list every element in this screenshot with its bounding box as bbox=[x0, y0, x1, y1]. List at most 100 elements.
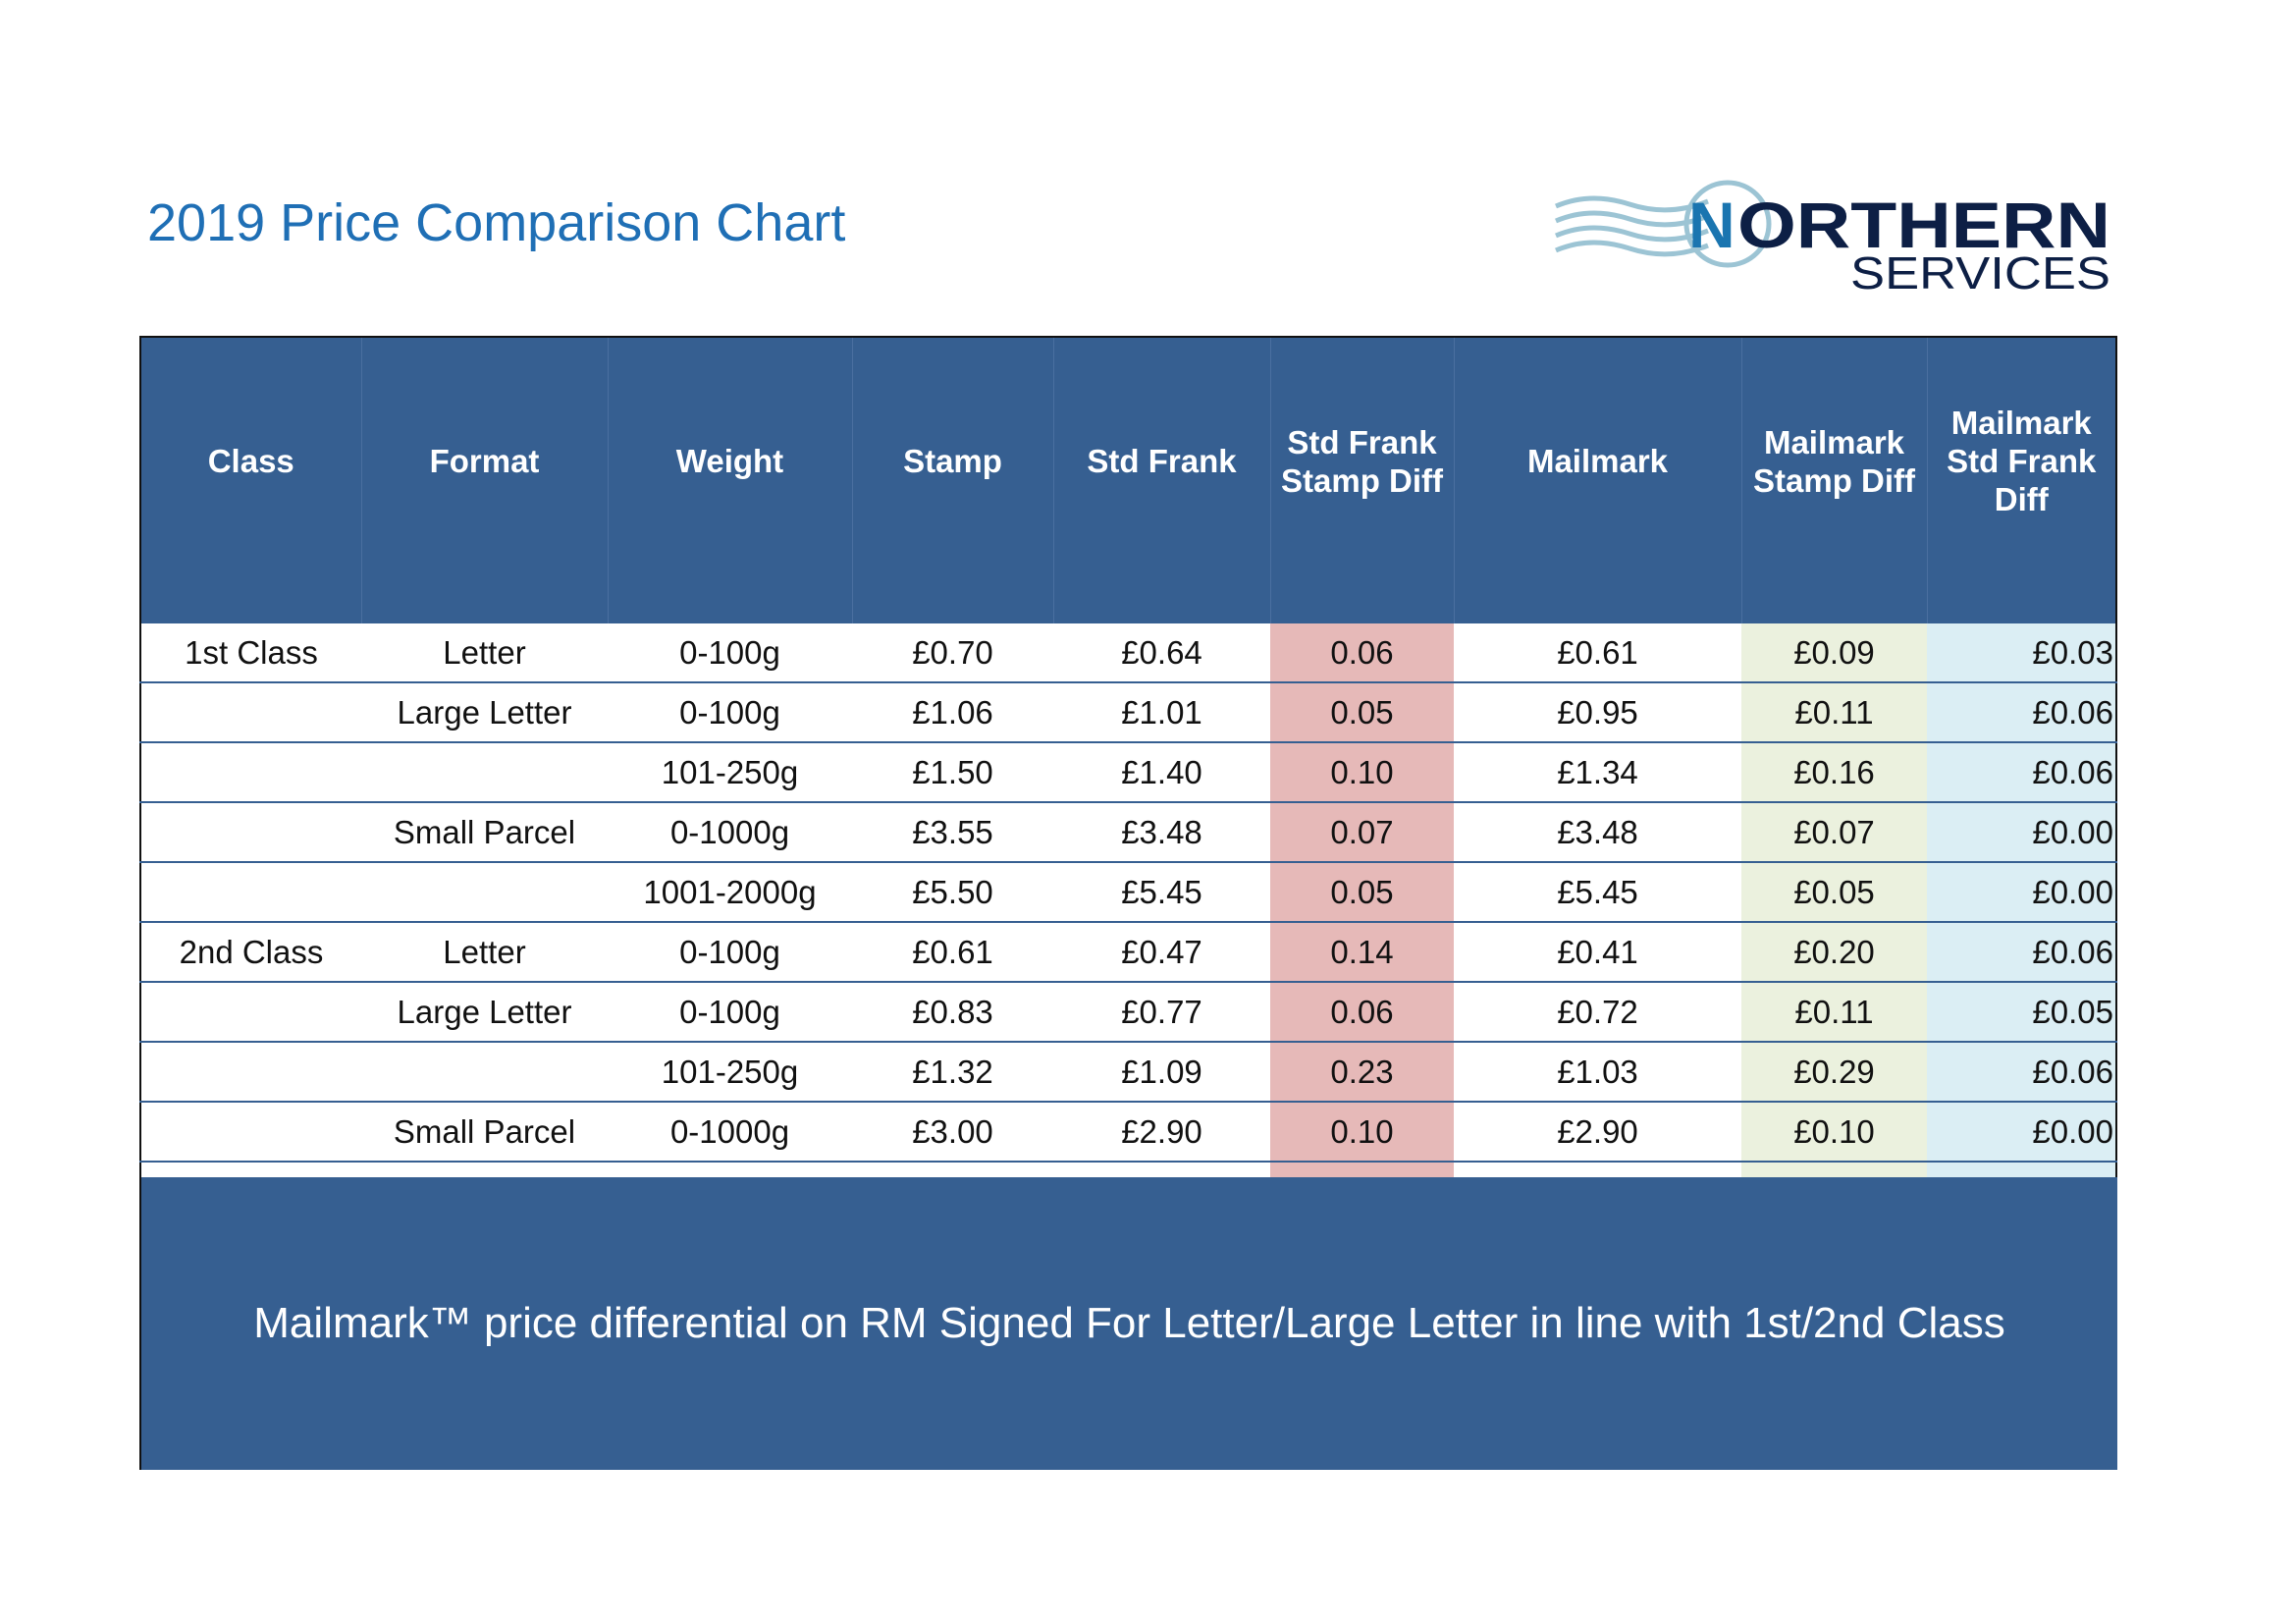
cell-std-frank-stamp-diff: 0.10 bbox=[1270, 742, 1454, 803]
cell-mailmark-std-frank-diff: £0.00 bbox=[1927, 802, 2116, 863]
svg-text:ORTHERN: ORTHERN bbox=[1737, 189, 2110, 261]
table-row: 101-250g £1.32 £1.09 0.23 £1.03 £0.29 £0.06 bbox=[140, 1042, 2116, 1103]
cell-weight: 0-100g bbox=[608, 982, 852, 1043]
cell-class bbox=[140, 682, 361, 743]
cell-std-frank: £5.45 bbox=[1053, 862, 1270, 923]
footer-note: Mailmark™ price differential on RM Signe… bbox=[253, 1299, 2005, 1347]
column-header-std-frank-stamp-diff: Std Frank Stamp Diff bbox=[1270, 337, 1455, 623]
cell-mailmark-std-frank-diff: £0.06 bbox=[1927, 682, 2116, 743]
cell-std-frank: £1.01 bbox=[1053, 682, 1270, 743]
cell-class bbox=[140, 862, 361, 923]
cell-mailmark-std-frank-diff: £0.06 bbox=[1927, 1042, 2116, 1103]
cell-weight: 0-1000g bbox=[608, 1102, 852, 1163]
cell-mailmark-std-frank-diff: £0.06 bbox=[1927, 742, 2116, 803]
cell-std-frank: £0.64 bbox=[1053, 623, 1270, 683]
column-header-std-frank: Std Frank bbox=[1053, 337, 1271, 623]
cell-mailmark-std-frank-diff: £0.06 bbox=[1927, 922, 2116, 983]
cell-mailmark: £1.03 bbox=[1454, 1042, 1741, 1103]
price-comparison-table: Class Format Weight Stamp Std Frank Std Frank… bbox=[139, 336, 2117, 1222]
cell-class bbox=[140, 742, 361, 803]
cell-std-frank: £0.47 bbox=[1053, 922, 1270, 983]
table-row: 1st Class Letter 0-100g £0.70 £0.64 0.06 £0.61… bbox=[140, 623, 2116, 683]
cell-mailmark-stamp-diff: £0.10 bbox=[1741, 1102, 1927, 1163]
table-row: 101-250g £1.50 £1.40 0.10 £1.34 £0.16 £0.06 bbox=[140, 742, 2116, 803]
cell-mailmark: £2.90 bbox=[1454, 1102, 1741, 1163]
table-row: Small Parcel 0-1000g £3.00 £2.90 0.10 £2.90 £0… bbox=[140, 1102, 2116, 1163]
table-row: Large Letter 0-100g £0.83 £0.77 0.06 £0.72 £0.… bbox=[140, 982, 2116, 1043]
cell-format bbox=[361, 862, 608, 923]
cell-std-frank-stamp-diff: 0.05 bbox=[1270, 862, 1454, 923]
cell-std-frank-stamp-diff: 0.06 bbox=[1270, 982, 1454, 1043]
column-header-mailmark-std-frank-diff: Mailmark Std Frank Diff bbox=[1927, 337, 2117, 623]
cell-std-frank: £2.90 bbox=[1053, 1102, 1270, 1163]
cell-std-frank: £3.48 bbox=[1053, 802, 1270, 863]
column-header-mailmark: Mailmark bbox=[1454, 337, 1742, 623]
cell-weight: 101-250g bbox=[608, 742, 852, 803]
cell-std-frank-stamp-diff: 0.05 bbox=[1270, 682, 1454, 743]
cell-stamp: £3.00 bbox=[852, 1102, 1053, 1163]
cell-mailmark-std-frank-diff: £0.03 bbox=[1927, 623, 2116, 683]
table-row: Large Letter 0-100g £1.06 £1.01 0.05 £0.95 £0.… bbox=[140, 682, 2116, 743]
cell-mailmark-stamp-diff: £0.05 bbox=[1741, 862, 1927, 923]
cell-format: Letter bbox=[361, 922, 608, 983]
cell-mailmark: £1.34 bbox=[1454, 742, 1741, 803]
cell-class: 1st Class bbox=[140, 623, 361, 683]
table-row: Small Parcel 0-1000g £3.55 £3.48 0.07 £3.48 £0… bbox=[140, 802, 2116, 863]
column-header-weight: Weight bbox=[608, 337, 853, 623]
cell-mailmark-stamp-diff: £0.07 bbox=[1741, 802, 1927, 863]
cell-std-frank: £0.77 bbox=[1053, 982, 1270, 1043]
cell-std-frank-stamp-diff: 0.07 bbox=[1270, 802, 1454, 863]
cell-class bbox=[140, 802, 361, 863]
cell-mailmark-std-frank-diff: £0.00 bbox=[1927, 862, 2116, 923]
cell-mailmark: £0.72 bbox=[1454, 982, 1741, 1043]
cell-class bbox=[140, 1102, 361, 1163]
cell-class bbox=[140, 982, 361, 1043]
column-header-format: Format bbox=[361, 337, 609, 623]
cell-mailmark-stamp-diff: £0.20 bbox=[1741, 922, 1927, 983]
cell-format bbox=[361, 1042, 608, 1103]
cell-std-frank-stamp-diff: 0.14 bbox=[1270, 922, 1454, 983]
cell-mailmark: £3.48 bbox=[1454, 802, 1741, 863]
svg-text:N: N bbox=[1688, 189, 1735, 261]
cell-std-frank-stamp-diff: 0.06 bbox=[1270, 623, 1454, 683]
cell-weight: 0-100g bbox=[608, 922, 852, 983]
cell-format: Letter bbox=[361, 623, 608, 683]
column-header-class: Class bbox=[140, 337, 362, 623]
cell-format: Small Parcel bbox=[361, 802, 608, 863]
cell-mailmark-stamp-diff: £0.29 bbox=[1741, 1042, 1927, 1103]
postmark-waves-icon: N ORTHERN SERVICES bbox=[1555, 180, 2110, 298]
cell-mailmark-stamp-diff: £0.09 bbox=[1741, 623, 1927, 683]
cell-class: 2nd Class bbox=[140, 922, 361, 983]
table-row: 2nd Class Letter 0-100g £0.61 £0.47 0.14 £0.41… bbox=[140, 922, 2116, 983]
cell-mailmark: £0.95 bbox=[1454, 682, 1741, 743]
cell-mailmark-std-frank-diff: £0.05 bbox=[1927, 982, 2116, 1043]
cell-mailmark-stamp-diff: £0.11 bbox=[1741, 982, 1927, 1043]
cell-format: Large Letter bbox=[361, 982, 608, 1043]
cell-weight: 1001-2000g bbox=[608, 862, 852, 923]
cell-stamp: £0.61 bbox=[852, 922, 1053, 983]
cell-std-frank-stamp-diff: 0.23 bbox=[1270, 1042, 1454, 1103]
cell-mailmark: £0.61 bbox=[1454, 623, 1741, 683]
cell-weight: 101-250g bbox=[608, 1042, 852, 1103]
column-header-stamp: Stamp bbox=[852, 337, 1054, 623]
cell-format: Large Letter bbox=[361, 682, 608, 743]
cell-weight: 0-1000g bbox=[608, 802, 852, 863]
cell-weight: 0-100g bbox=[608, 623, 852, 683]
cell-std-frank: £1.40 bbox=[1053, 742, 1270, 803]
cell-std-frank-stamp-diff: 0.10 bbox=[1270, 1102, 1454, 1163]
cell-std-frank: £1.09 bbox=[1053, 1042, 1270, 1103]
cell-stamp: £0.70 bbox=[852, 623, 1053, 683]
cell-mailmark: £5.45 bbox=[1454, 862, 1741, 923]
cell-class bbox=[140, 1042, 361, 1103]
cell-stamp: £3.55 bbox=[852, 802, 1053, 863]
footer-banner: Mailmark™ price differential on RM Signe… bbox=[139, 1177, 2117, 1470]
cell-format bbox=[361, 742, 608, 803]
cell-format: Small Parcel bbox=[361, 1102, 608, 1163]
svg-text:SERVICES: SERVICES bbox=[1850, 247, 2110, 295]
northern-services-logo: N ORTHERN SERVICES bbox=[1551, 177, 2115, 298]
page-title: 2019 Price Comparison Chart bbox=[147, 193, 846, 252]
cell-stamp: £0.83 bbox=[852, 982, 1053, 1043]
cell-mailmark: £0.41 bbox=[1454, 922, 1741, 983]
cell-stamp: £1.32 bbox=[852, 1042, 1053, 1103]
cell-mailmark-std-frank-diff: £0.00 bbox=[1927, 1102, 2116, 1163]
